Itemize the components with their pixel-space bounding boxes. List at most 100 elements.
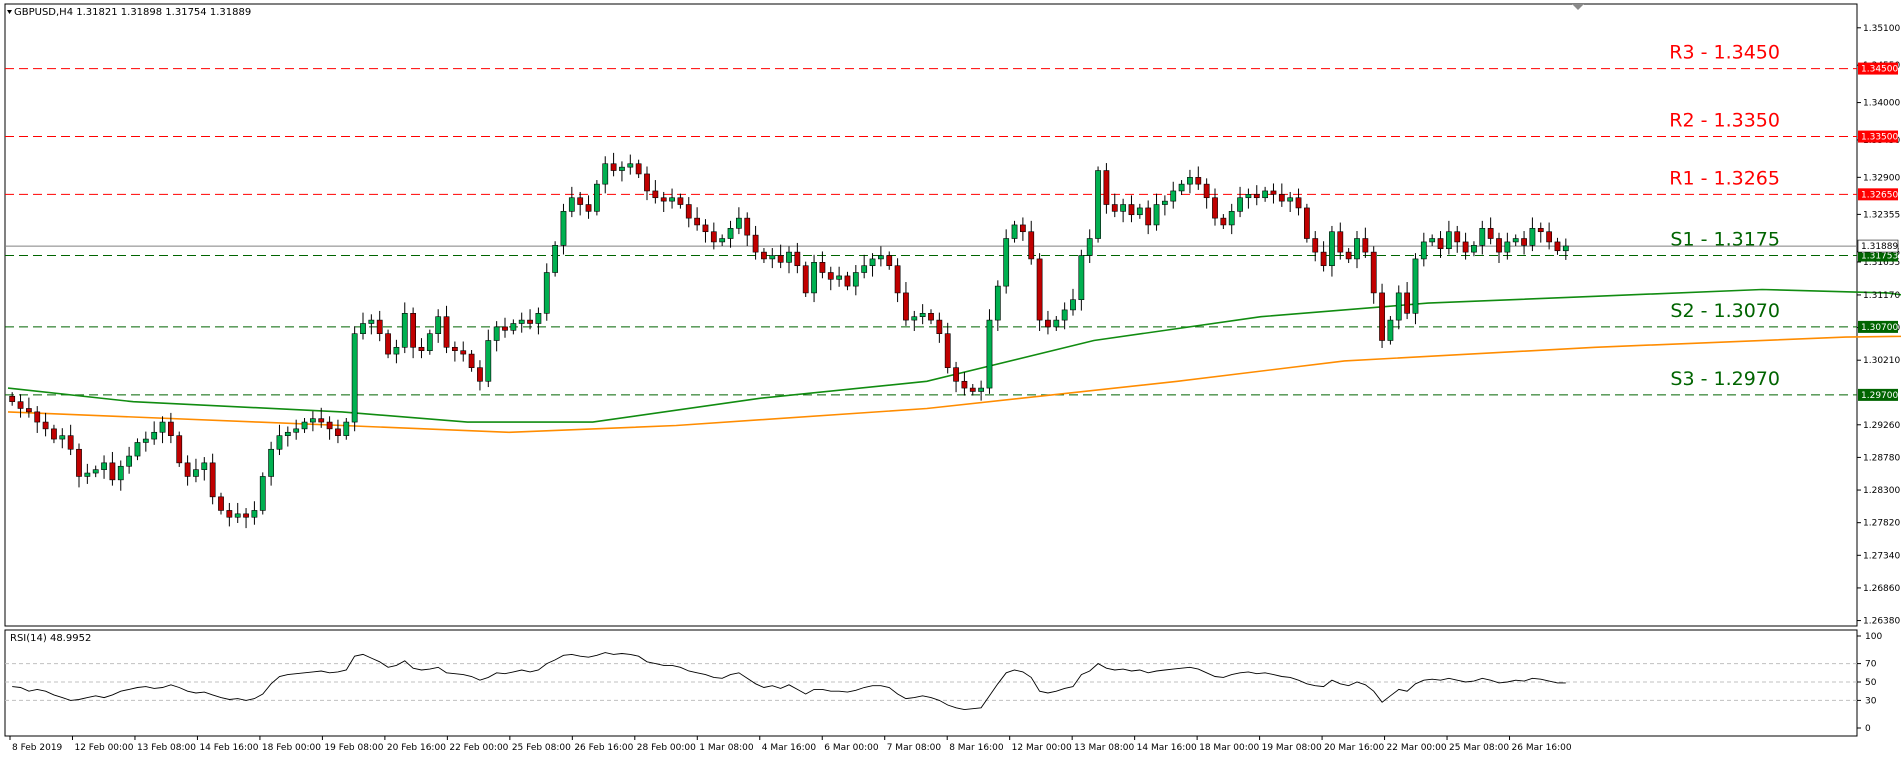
candle-body-down xyxy=(1203,183,1210,199)
candle xyxy=(159,416,166,444)
candle xyxy=(518,312,525,333)
candle-body-up xyxy=(1562,245,1569,252)
time-tick-label: 26 Feb 16:00 xyxy=(574,743,633,753)
candle xyxy=(694,207,701,231)
candle-body-up xyxy=(426,333,433,351)
candle-body-down xyxy=(67,435,74,450)
price-tick-label: 1.31655 xyxy=(1863,258,1900,268)
candle-body-down xyxy=(961,380,968,389)
moving-averages xyxy=(7,288,1901,434)
candle-body-down xyxy=(577,197,584,205)
time-tick-label: 7 Mar 08:00 xyxy=(887,743,942,753)
candle-body-down xyxy=(1404,292,1411,314)
candle-body-up xyxy=(368,319,375,324)
candle-body-down xyxy=(1370,251,1377,294)
candle xyxy=(1562,238,1569,260)
candle xyxy=(560,203,567,255)
scroll-marker-icon[interactable] xyxy=(1572,4,1584,10)
candle xyxy=(1145,200,1152,235)
time-tick-label: 18 Mar 00:00 xyxy=(1199,743,1259,753)
candle xyxy=(1462,232,1469,260)
price-tick-label: 1.35100 xyxy=(1863,24,1900,34)
candle xyxy=(802,261,809,297)
candle xyxy=(234,502,241,524)
candle xyxy=(34,406,41,433)
candle xyxy=(1120,198,1127,223)
candle xyxy=(1111,193,1118,218)
candle xyxy=(1537,222,1544,243)
candle-body-down xyxy=(1103,170,1110,205)
candle-body-up xyxy=(719,238,726,243)
candle xyxy=(443,305,450,354)
candle xyxy=(1136,203,1143,219)
candle xyxy=(1320,241,1327,272)
time-tick-label: 12 Feb 00:00 xyxy=(74,743,133,753)
candle-body-up xyxy=(627,163,634,168)
time-tick-label: 22 Feb 00:00 xyxy=(449,743,508,753)
candle xyxy=(794,242,801,274)
candle xyxy=(84,463,91,484)
candle-body-up xyxy=(360,323,366,334)
candle xyxy=(268,441,275,486)
candle xyxy=(928,309,934,325)
candle xyxy=(1329,225,1335,277)
level-label-r1: R1 - 1.3265 xyxy=(1669,167,1780,189)
candle-body-up xyxy=(1512,238,1519,243)
rsi-tick-label: 30 xyxy=(1865,696,1877,706)
candle xyxy=(343,417,350,440)
candle xyxy=(393,339,400,364)
candle-body-up xyxy=(1237,197,1243,212)
chart-menu-triangle-icon[interactable] xyxy=(7,10,12,14)
candle xyxy=(1454,225,1461,253)
candle-body-down xyxy=(218,496,224,511)
candle-body-up xyxy=(435,316,442,334)
candle-body-up xyxy=(602,163,609,185)
candle xyxy=(1203,178,1210,209)
candle-body-up xyxy=(84,472,91,477)
candle-body-up xyxy=(994,285,1001,321)
candle xyxy=(1086,229,1093,263)
chart-title: GBPUSD,H4 1.31821 1.31898 1.31754 1.3188… xyxy=(14,7,251,18)
candle-body-down xyxy=(243,513,249,518)
candle-body-up xyxy=(485,340,492,382)
candle xyxy=(610,152,617,177)
candle xyxy=(301,417,308,433)
candle-body-up xyxy=(560,211,567,246)
candle-body-up xyxy=(1445,231,1452,250)
candle-body-down xyxy=(418,346,425,351)
candle-body-down xyxy=(1045,319,1051,328)
level-r1-tag xyxy=(1858,188,1898,201)
candle xyxy=(1011,220,1018,243)
candle-body-up xyxy=(309,418,316,423)
candle xyxy=(510,319,517,335)
candle xyxy=(710,222,717,250)
level-label-s2: S2 - 1.3070 xyxy=(1670,300,1780,322)
candle-body-down xyxy=(335,428,341,436)
candle-body-up xyxy=(1003,238,1010,287)
candle-body-down xyxy=(685,204,692,219)
candle xyxy=(218,492,224,515)
candle xyxy=(836,266,843,287)
candle-body-down xyxy=(167,421,174,436)
candle-body-up xyxy=(543,272,550,314)
candle xyxy=(385,329,391,359)
candle-body-down xyxy=(644,173,650,192)
candle xyxy=(1504,232,1511,260)
candle-body-up xyxy=(493,326,500,341)
candle xyxy=(1345,248,1352,263)
candle xyxy=(1128,195,1135,223)
candle xyxy=(1496,232,1502,263)
candle-body-down xyxy=(894,265,901,294)
candle xyxy=(953,361,959,393)
candle xyxy=(201,457,208,481)
candle-body-up xyxy=(1170,190,1177,202)
candle xyxy=(1161,195,1168,216)
candle xyxy=(59,428,66,449)
candle xyxy=(1095,166,1101,243)
candle xyxy=(293,419,300,440)
candle-body-up xyxy=(1262,190,1269,199)
candle xyxy=(660,191,667,213)
candle-body-down xyxy=(1546,231,1553,243)
candle-body-up xyxy=(193,469,199,477)
candle xyxy=(468,350,475,372)
